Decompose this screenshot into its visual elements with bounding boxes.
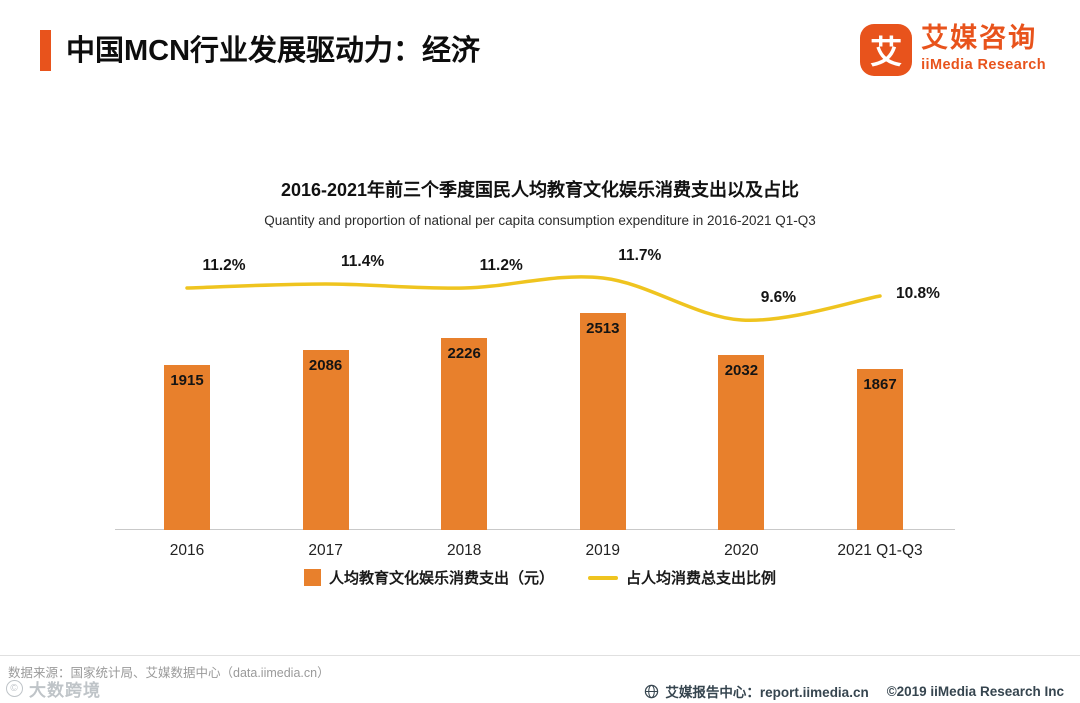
line-value-label: 10.8% xyxy=(896,285,940,302)
bar-series-swatch xyxy=(303,569,321,586)
logo-text: 艾媒咨询 iiMedia Research xyxy=(921,23,1046,73)
footer-divider xyxy=(0,655,1080,656)
line-series-swatch xyxy=(588,575,618,580)
ratio-line-chart xyxy=(185,275,882,322)
legend: 人均教育文化娱乐消费支出（元） 占人均消费总支出比例 xyxy=(0,567,1080,588)
bar-2019 xyxy=(579,313,626,530)
x-axis-label: 2016 xyxy=(169,542,205,559)
x-axis-line xyxy=(115,529,955,530)
copyright: ©2019 iiMedia Research Inc xyxy=(886,683,1064,699)
x-axis-label: 2020 xyxy=(724,542,759,559)
logo-name-en: iiMedia Research xyxy=(921,56,1046,73)
page-title: 中国MCN行业发展驱动力：经济 xyxy=(66,35,481,67)
x-axis-label: 2021 Q1-Q3 xyxy=(837,542,923,559)
bar-2016 xyxy=(164,365,210,530)
line-value-label: 11.4% xyxy=(341,253,385,270)
report-center-link: 艾媒报告中心：report.iimedia.cn xyxy=(665,685,869,700)
bar-value-label: 1867 xyxy=(863,376,897,393)
bar-value-label: 1915 xyxy=(170,372,204,389)
watermark-icon: © xyxy=(6,680,23,697)
data-source-note: 数据来源：国家统计局、艾媒数据中心（data.iimedia.cn） xyxy=(8,666,330,680)
legend-item-line: 占人均消费总支出比例 xyxy=(588,567,776,588)
legend-label-line: 占人均消费总支出比例 xyxy=(626,570,777,587)
plot-area: 1915 2016 2086 2017 2226 2018 2513 2019 2032 2020… xyxy=(115,240,955,559)
iimedia-logo-icon: 艾 xyxy=(860,24,913,76)
legend-label-bar: 人均教育文化娱乐消费支出（元） xyxy=(328,570,554,587)
legend-item-bar: 人均教育文化娱乐消费支出（元） xyxy=(303,567,554,588)
x-axis-label: 2018 xyxy=(446,542,482,559)
bar-2017 xyxy=(302,350,349,530)
chart-subtitle: Quantity and proportion of national per … xyxy=(264,213,816,228)
logo-symbol: 艾 xyxy=(870,34,903,70)
line-value-label: 11.2% xyxy=(202,257,246,274)
watermark: © 大数跨境 xyxy=(6,676,101,701)
watermark-text: 大数跨境 xyxy=(29,681,101,700)
x-axis-label: 2019 xyxy=(585,542,621,559)
title-accent-bar xyxy=(40,30,51,71)
line-value-label: 11.7% xyxy=(618,247,662,264)
bar-value-label: 2226 xyxy=(447,345,481,362)
bar-2020 xyxy=(718,355,765,530)
footer-info: 艾媒报告中心：report.iimedia.cn ©2019 iiMedia R… xyxy=(644,681,1064,701)
line-value-label: 9.6% xyxy=(760,289,797,306)
bar-2021 Q1-Q3 xyxy=(857,369,903,530)
x-axis-label: 2017 xyxy=(308,542,343,559)
line-value-label: 11.2% xyxy=(479,257,523,274)
bar-value-label: 2086 xyxy=(308,357,343,374)
logo-name-cn: 艾媒咨询 xyxy=(921,23,1038,53)
bar-2018 xyxy=(441,338,488,530)
iimedia-logo: 艾 艾媒咨询 iiMedia Research xyxy=(860,23,1046,76)
bar-value-label: 2513 xyxy=(586,320,620,337)
globe-icon xyxy=(644,684,659,699)
bar-value-label: 2032 xyxy=(724,362,759,379)
chart-title: 2016-2021年前三个季度国民人均教育文化娱乐消费支出以及占比 xyxy=(280,180,800,200)
